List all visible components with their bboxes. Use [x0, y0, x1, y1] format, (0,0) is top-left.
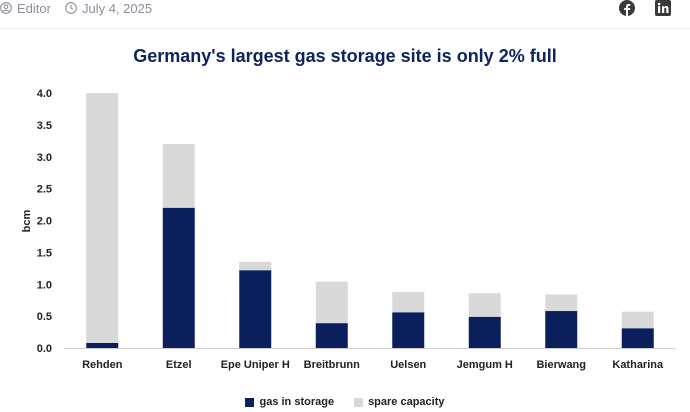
bar-spare-capacity	[468, 293, 501, 317]
x-tick-label: Uelsen	[390, 359, 426, 371]
y-tick-label: 3.0	[37, 152, 52, 164]
author-meta[interactable]: Editor	[0, 1, 51, 16]
x-tick-label: Katharina	[612, 359, 664, 371]
bar-spare-capacity	[392, 291, 425, 313]
x-tick-label: Bierwang	[536, 359, 586, 371]
y-tick-label: 1.5	[37, 247, 52, 259]
bar-spare-capacity	[239, 261, 272, 271]
legend-label-stored: gas in storage	[259, 396, 335, 408]
user-icon	[0, 2, 12, 14]
bar-spare-capacity	[545, 294, 578, 312]
y-tick-label: 4.0	[37, 88, 52, 100]
y-axis-title: bcm	[21, 209, 33, 232]
legend-item-spare: spare capacity	[354, 396, 445, 408]
date-meta: July 4, 2025	[65, 1, 152, 16]
y-tick-label: 3.5	[37, 120, 52, 132]
post-date: July 4, 2025	[81, 0, 153, 16]
bar-gas-in-storage	[315, 323, 348, 348]
bar-gas-in-storage	[468, 316, 501, 348]
legend-item-stored: gas in storage	[245, 396, 334, 408]
x-tick-label: Etzel	[166, 359, 192, 371]
legend-swatch-spare	[354, 397, 364, 407]
author-name[interactable]: Editor	[17, 0, 51, 16]
chart-panel	[0, 28, 690, 412]
bar-gas-in-storage	[162, 207, 195, 348]
y-tick-label: 0.0	[37, 343, 52, 355]
x-tick-label: Jemgum H	[457, 359, 513, 371]
x-axis-ticks: Rehden Etzel Epe Uniper H Breitbrunn Uelsen J…	[82, 359, 664, 371]
bar-gas-in-storage	[621, 328, 654, 348]
bar-spare-capacity	[86, 93, 119, 343]
y-tick-label: 2.0	[37, 216, 52, 228]
bar-spare-capacity	[315, 281, 348, 324]
bar-spare-capacity	[621, 311, 654, 329]
chart-title: Germany's largest gas storage site is on…	[133, 46, 557, 66]
x-tick-label: Epe Uniper H	[221, 359, 290, 371]
x-tick-label: Breitbrunn	[304, 359, 361, 371]
bars	[86, 93, 654, 348]
clock-icon	[65, 2, 77, 14]
bar-gas-in-storage	[545, 311, 578, 348]
y-tick-label: 2.5	[37, 184, 52, 196]
legend-label-spare: spare capacity	[368, 396, 445, 408]
y-tick-label: 1.0	[37, 279, 52, 291]
y-tick-label: 0.5	[37, 311, 52, 323]
post-meta-bar: Editor July 4, 2025	[0, 0, 690, 16]
post-meta: Editor July 4, 2025	[0, 1, 152, 16]
bar-gas-in-storage	[392, 312, 425, 348]
bar-spare-capacity	[162, 144, 195, 208]
bar-gas-in-storage	[86, 342, 119, 348]
chart-legend: gas in storage spare capacity	[0, 396, 690, 408]
legend-swatch-stored	[245, 397, 255, 407]
y-axis-ticks: 0.0 0.5 1.0 1.5 2.0 2.5 3.0 3.5 4.0	[37, 88, 52, 355]
linkedin-icon[interactable]	[655, 0, 671, 16]
x-tick-label: Rehden	[82, 359, 123, 371]
bar-gas-in-storage	[239, 270, 272, 348]
facebook-icon[interactable]	[619, 0, 635, 16]
